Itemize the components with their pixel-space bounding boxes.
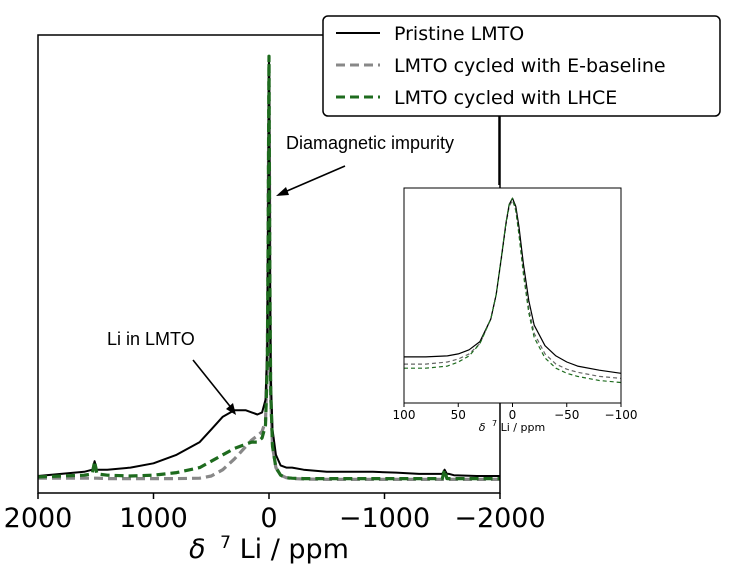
main-plot: 2000 1000 0 −1000 −2000 δ 7 Li / ppm	[4, 34, 546, 565]
inset-series-group	[404, 197, 622, 384]
inset-x-axis-label-symbol: δ	[479, 421, 486, 434]
main-series-group	[37, 54, 500, 481]
main-x-tick-label: −1000	[339, 503, 430, 534]
annotation-arrow-diamagnetic	[279, 165, 346, 195]
inset-background	[404, 188, 621, 403]
inset-x-tick-label: 0	[509, 408, 517, 422]
inset-x-ticks: 100 50 0 −50 −100	[393, 403, 638, 422]
annotation-arrowhead-li	[226, 403, 236, 415]
inset-series-line-lmto-cycled-with-lhce	[404, 197, 622, 384]
x-axis-label-symbol: δ	[189, 534, 206, 565]
inset-x-axis-label: δ 7 Li / ppm	[479, 416, 545, 434]
legend-label-pristine: Pristine LMTO	[394, 23, 524, 45]
inset-x-tick-label: 100	[393, 408, 416, 422]
main-x-tick-label: −2000	[454, 503, 545, 534]
legend: Pristine LMTO LMTO cycled with E-baselin…	[322, 15, 721, 117]
main-x-tick-label: 1000	[119, 503, 188, 534]
inset-x-tick-label: 50	[451, 408, 466, 422]
x-axis-label-text: Li / ppm	[240, 534, 349, 565]
main-x-axis-label: δ 7 Li / ppm	[189, 524, 349, 565]
x-axis-label-superscript: 7	[220, 533, 231, 553]
annotation-li-in-lmto: Li in LMTO	[107, 329, 195, 349]
inset-x-tick-label: −50	[554, 408, 579, 422]
inset-x-axis-label-text: Li / ppm	[501, 421, 546, 434]
main-series-line-lmto-cycled-with-lhce	[37, 54, 500, 481]
legend-label-e-baseline: LMTO cycled with E-baseline	[394, 55, 666, 77]
inset-x-tick-label: −100	[605, 408, 638, 422]
annotation-arrowhead-diamagnetic	[276, 187, 289, 196]
annotation-arrow-li	[192, 359, 234, 411]
annotation-diamagnetic-impurity: Diamagnetic impurity	[286, 133, 454, 153]
legend-label-lhce: LMTO cycled with LHCE	[394, 87, 617, 109]
main-x-tick-label: 2000	[4, 503, 73, 534]
main-x-ticks: 2000 1000 0 −1000 −2000	[4, 493, 546, 534]
legend-box	[322, 15, 721, 117]
main-x-tick-label: 0	[260, 503, 277, 534]
inset-x-axis-label-superscript: 7	[492, 419, 497, 428]
inset-series-line-lmto-cycled-with-e-baseline	[404, 199, 622, 379]
annotations: Diamagnetic impurity Li in LMTO	[107, 133, 454, 415]
inset-plot: 100 50 0 −50 −100 δ 7 Li / ppm	[393, 187, 638, 434]
